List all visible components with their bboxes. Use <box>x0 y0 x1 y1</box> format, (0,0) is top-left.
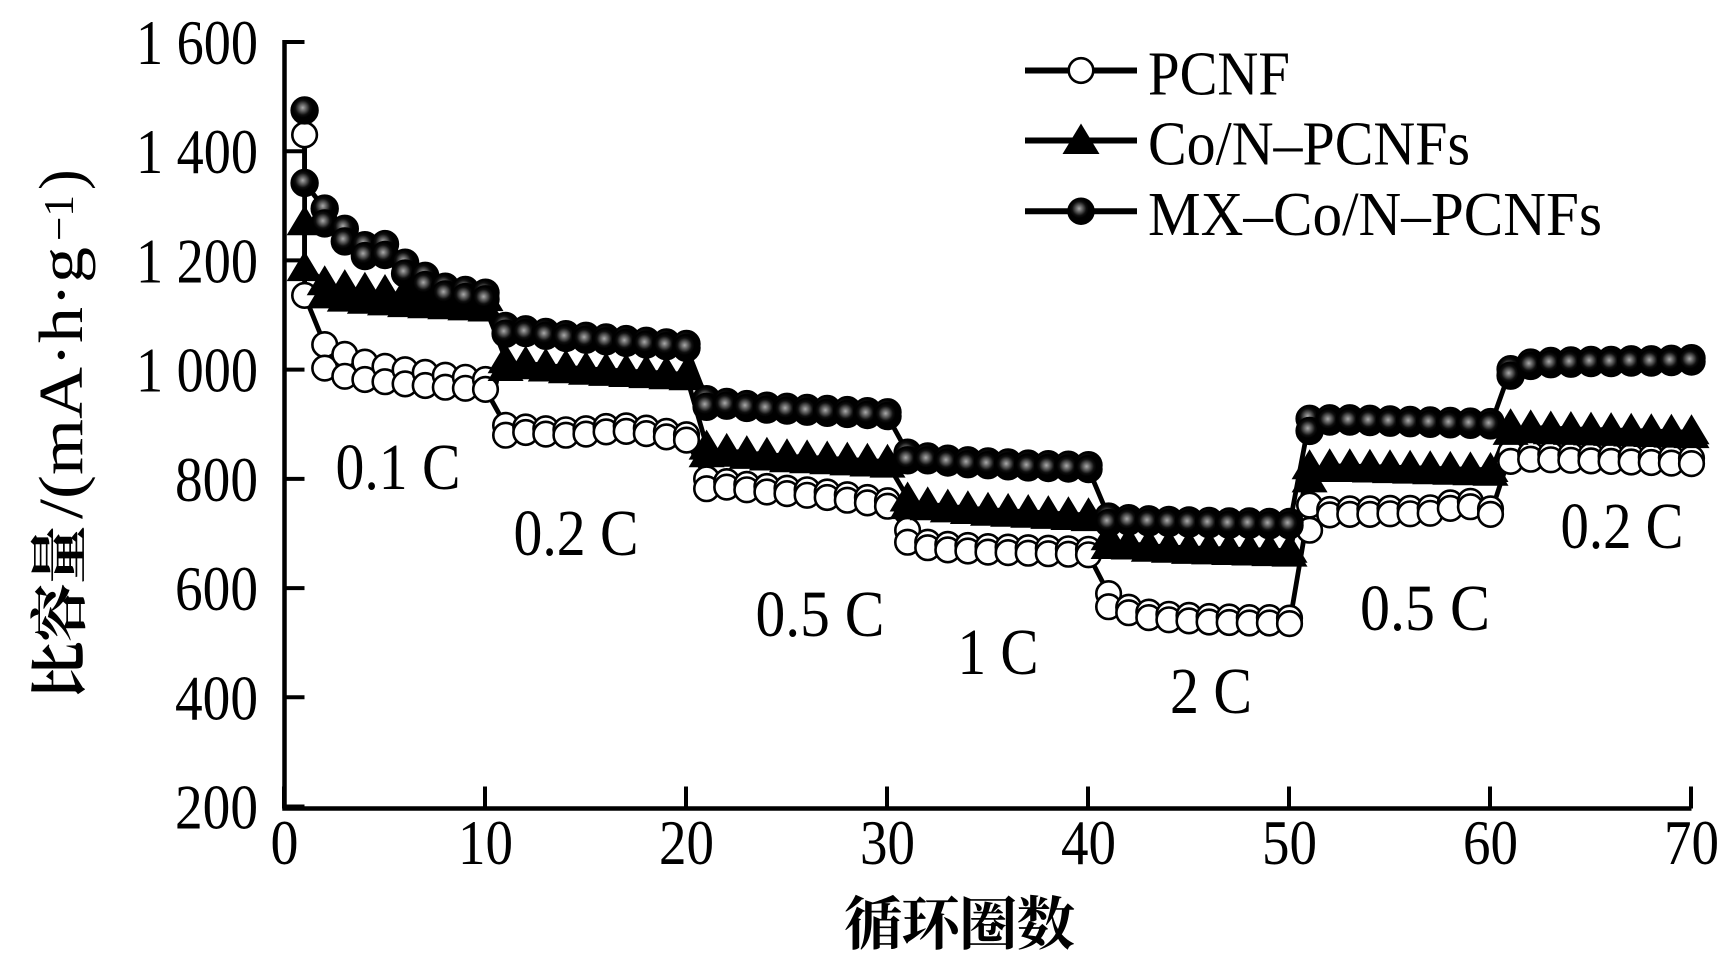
svg-text:50: 50 <box>1262 808 1317 878</box>
svg-text:400: 400 <box>175 663 258 733</box>
svg-text:0.2 C: 0.2 C <box>514 497 639 570</box>
svg-text:30: 30 <box>860 808 915 878</box>
svg-text:0.5 C: 0.5 C <box>1360 572 1490 645</box>
svg-text:0.5 C: 0.5 C <box>756 578 885 651</box>
svg-text:0.2 C: 0.2 C <box>1561 490 1684 563</box>
svg-text:MX–Co/N–PCNFs: MX–Co/N–PCNFs <box>1148 181 1602 249</box>
svg-text:1 C: 1 C <box>958 616 1039 689</box>
svg-text:800: 800 <box>175 445 258 515</box>
svg-text:70: 70 <box>1664 808 1719 878</box>
svg-text:1 400: 1 400 <box>136 117 258 187</box>
svg-text:20: 20 <box>659 808 714 878</box>
svg-text:40: 40 <box>1061 808 1116 878</box>
svg-text:−1: −1 <box>37 195 83 241</box>
svg-text:200: 200 <box>175 773 258 843</box>
svg-text:1 000: 1 000 <box>136 336 258 406</box>
svg-text:600: 600 <box>175 554 258 624</box>
svg-text:PCNF: PCNF <box>1148 41 1290 109</box>
svg-text:): ) <box>28 169 96 190</box>
svg-text:0: 0 <box>271 808 299 878</box>
svg-text:/(mA·h·g: /(mA·h·g <box>28 247 96 519</box>
svg-text:10: 10 <box>458 808 513 878</box>
svg-text:1 200: 1 200 <box>136 226 258 296</box>
svg-text:1 600: 1 600 <box>136 8 258 78</box>
svg-text:Co/N–PCNFs: Co/N–PCNFs <box>1148 111 1470 179</box>
svg-text:60: 60 <box>1463 808 1518 878</box>
svg-text:2 C: 2 C <box>1170 655 1252 728</box>
svg-text:0.1 C: 0.1 C <box>336 431 461 504</box>
